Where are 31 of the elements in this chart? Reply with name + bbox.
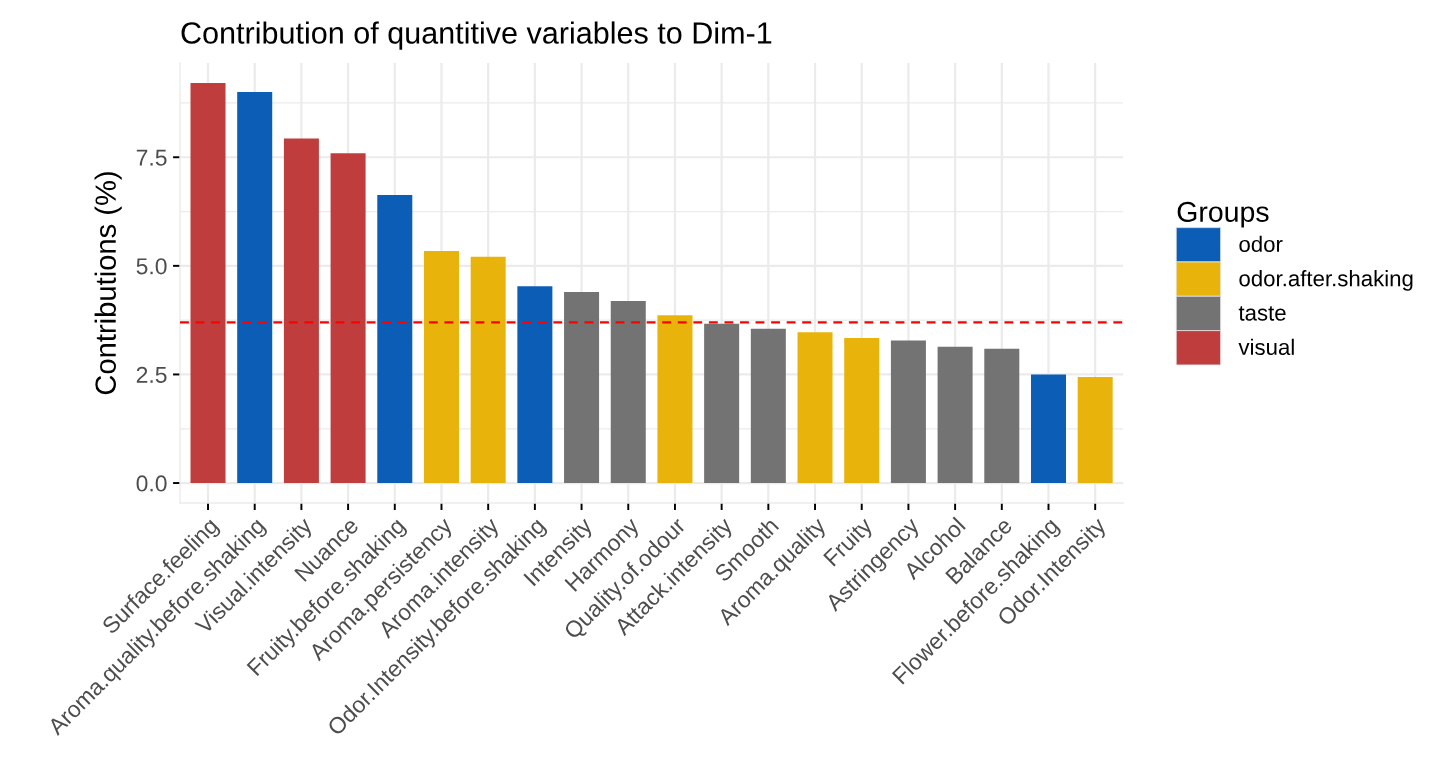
legend-label: odor <box>1239 235 1283 253</box>
legend-label: odor.after.shaking <box>1239 270 1413 291</box>
bar <box>1030 374 1066 484</box>
y-axis-title: Contributions (%) <box>94 172 122 395</box>
bar <box>750 328 786 484</box>
bar <box>797 332 833 484</box>
y-tick-label: 0.0 <box>136 475 167 492</box>
bar <box>610 301 646 484</box>
bar <box>844 337 880 484</box>
bar <box>704 323 740 484</box>
chart-title: Contribution of quantitive variables to Dim-1 <box>181 21 772 50</box>
bar <box>330 153 366 484</box>
bar <box>937 346 973 484</box>
bar <box>237 92 273 484</box>
y-tick-label: 5.0 <box>136 258 167 275</box>
bar <box>190 82 226 484</box>
bar <box>470 256 506 484</box>
bar <box>890 340 926 484</box>
legend-label: visual <box>1238 338 1294 356</box>
y-tick-label: 2.5 <box>136 366 167 383</box>
bar <box>984 348 1020 484</box>
bar <box>564 291 600 484</box>
bar <box>1077 377 1113 484</box>
bar <box>517 286 553 484</box>
legend-label: taste <box>1238 306 1286 321</box>
y-tick-label: 7.5 <box>136 149 167 166</box>
bar <box>283 138 319 484</box>
bar <box>657 315 693 484</box>
bar <box>377 195 413 484</box>
legend-title: Groups <box>1177 201 1269 228</box>
bar <box>423 251 459 484</box>
